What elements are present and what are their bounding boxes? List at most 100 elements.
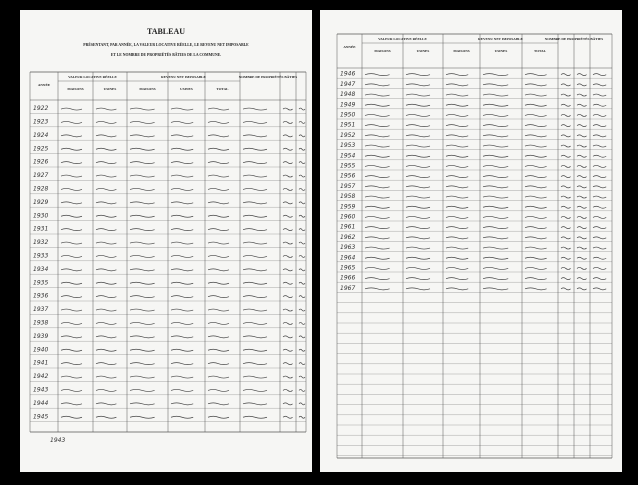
handwriting <box>576 175 587 178</box>
handwriting <box>445 185 469 189</box>
handwriting <box>364 165 390 168</box>
handwriting <box>95 201 117 205</box>
left-page <box>20 10 312 472</box>
subcolumn-header: MAISONS <box>453 49 469 53</box>
handwriting <box>298 322 306 325</box>
handwriting <box>364 256 390 260</box>
handwriting <box>60 255 83 258</box>
handwriting <box>576 185 587 189</box>
handwriting <box>170 308 194 312</box>
handwriting <box>298 335 306 339</box>
handwriting <box>60 295 83 298</box>
handwriting <box>95 255 117 258</box>
handwriting <box>482 277 509 280</box>
handwriting <box>170 362 194 365</box>
handwriting <box>592 124 607 127</box>
handwriting <box>282 281 293 285</box>
handwriting <box>592 216 607 219</box>
handwriting <box>60 402 83 406</box>
handwriting <box>170 134 194 138</box>
handwriting <box>282 389 293 392</box>
handwriting <box>576 287 587 291</box>
year: 1954 <box>340 152 355 159</box>
handwriting <box>282 375 293 379</box>
handwriting <box>576 93 587 97</box>
handwriting <box>207 121 230 124</box>
handwriting <box>445 277 469 280</box>
year: 1932 <box>33 239 48 246</box>
handwriting <box>282 134 293 138</box>
handwriting <box>482 114 509 117</box>
handwriting <box>482 287 509 291</box>
year: 1925 <box>33 145 48 152</box>
handwriting <box>242 268 268 272</box>
handwriting <box>95 375 117 379</box>
handwriting <box>405 165 431 168</box>
handwriting <box>445 246 469 250</box>
handwriting <box>482 175 509 178</box>
year: 1927 <box>33 172 48 179</box>
year: 1944 <box>33 400 48 407</box>
handwriting <box>129 107 155 111</box>
year: 1929 <box>33 199 48 206</box>
handwriting <box>60 241 83 245</box>
handwriting <box>576 165 587 168</box>
handwriting <box>242 281 268 285</box>
handwriting <box>129 295 155 298</box>
column-header: REVENU NET IMPOSABLE <box>478 37 523 41</box>
handwriting <box>524 267 547 270</box>
handwriting <box>129 281 155 285</box>
handwriting <box>95 348 117 352</box>
handwriting <box>129 375 155 379</box>
handwriting <box>242 107 268 111</box>
year: 1962 <box>340 234 355 241</box>
handwriting <box>170 335 194 339</box>
handwriting <box>242 322 268 325</box>
handwriting <box>95 362 117 365</box>
handwriting <box>282 308 293 312</box>
handwriting <box>482 236 509 240</box>
handwriting <box>129 402 155 406</box>
subcolumn-header: USINES <box>495 49 508 53</box>
year: 1924 <box>33 132 48 139</box>
handwriting <box>207 255 230 258</box>
handwriting <box>60 322 83 325</box>
handwriting <box>560 103 571 107</box>
year: 1922 <box>33 105 48 112</box>
subcolumn-header: TOTAL <box>534 49 547 53</box>
handwriting <box>405 226 431 229</box>
handwriting <box>60 389 83 392</box>
handwriting <box>524 246 547 250</box>
handwriting <box>560 165 571 168</box>
handwriting <box>242 201 268 205</box>
handwriting <box>560 226 571 229</box>
handwriting <box>576 226 587 229</box>
year: 1936 <box>33 293 48 300</box>
column-header: NOMBRE DE PROPRIÉTÉS BÂTIES <box>239 74 297 79</box>
footer-year: 1943 <box>50 437 65 444</box>
handwriting <box>95 241 117 245</box>
handwriting <box>592 154 607 158</box>
handwriting <box>129 161 155 164</box>
handwriting <box>129 255 155 258</box>
handwriting <box>298 415 306 419</box>
handwriting <box>445 103 469 107</box>
handwriting <box>60 308 83 312</box>
handwriting <box>282 147 293 151</box>
handwriting <box>405 83 431 87</box>
handwriting <box>170 107 194 111</box>
handwriting <box>445 287 469 291</box>
handwriting <box>242 362 268 365</box>
handwriting <box>129 174 155 178</box>
handwriting <box>207 107 230 111</box>
handwriting <box>242 415 268 419</box>
handwriting <box>207 335 230 339</box>
handwriting <box>60 268 83 272</box>
handwriting <box>95 415 117 419</box>
handwriting <box>405 256 431 260</box>
handwriting <box>364 205 390 209</box>
year: 1966 <box>340 275 355 282</box>
handwriting <box>445 93 469 97</box>
year: 1942 <box>33 373 48 380</box>
handwriting <box>482 83 509 87</box>
